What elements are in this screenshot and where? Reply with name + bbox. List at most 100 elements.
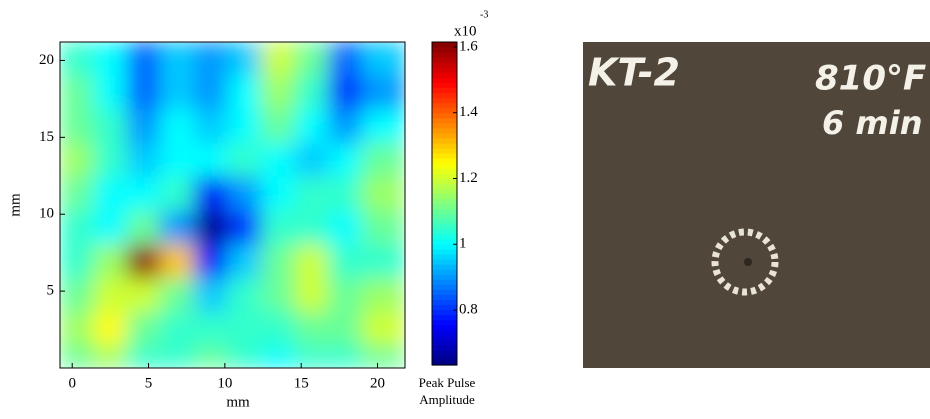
heatmap-cell: [93, 75, 128, 111]
x-tick-label: 5: [145, 375, 153, 391]
colorbar-step: [432, 137, 457, 144]
heatmap-cell: [160, 244, 195, 280]
colorbar-step: [432, 117, 457, 124]
colorbar-step: [432, 87, 457, 94]
heatmap-cell: [227, 312, 263, 347]
heatmap-cell: [60, 210, 95, 246]
colorbar-step: [432, 329, 457, 336]
heatmap-cell: [261, 345, 296, 368]
colorbar-frame: [431, 41, 458, 366]
heatmap-cell: [126, 244, 162, 280]
heatmap-cell: [261, 75, 296, 111]
colorbar-step: [432, 107, 457, 114]
heatmap-cell: [328, 244, 363, 280]
heatmap-cell: [60, 75, 95, 111]
heatmap-cell: [160, 142, 195, 178]
heatmap-cell: [193, 312, 229, 347]
photo: KT-2 810°F 6 min: [583, 42, 930, 368]
heatmap-cell: [328, 278, 363, 314]
colorbar-step: [432, 97, 457, 104]
colorbar-step: [432, 77, 457, 83]
heatmap-cell: [193, 142, 229, 178]
colorbar-step: [432, 304, 457, 311]
colorbar-step: [432, 82, 457, 89]
x-tick-label: 10: [217, 375, 232, 391]
heatmap-cell: [294, 210, 330, 246]
heatmap-cell: [60, 244, 95, 280]
heatmap-cell: [160, 278, 195, 314]
heatmap-cell: [328, 210, 363, 246]
heatmap-cell: [294, 345, 330, 368]
heatmap-cell: [328, 142, 363, 178]
colorbar-step: [432, 42, 457, 48]
colorbar-step: [432, 223, 457, 230]
photo-shade: [583, 42, 930, 368]
axes-frame: [59, 41, 406, 369]
heatmap-cell: [261, 176, 296, 212]
colorbar-step: [432, 158, 457, 164]
y-axis-label: mm: [7, 193, 23, 217]
weld-ring: [711, 228, 779, 296]
heatmap-cell: [93, 42, 128, 77]
colorbar-step: [432, 339, 457, 346]
heatmap-cell: [60, 176, 95, 212]
heatmap-cell: [361, 244, 405, 280]
colorbar-step: [432, 92, 457, 99]
heatmap-cell: [126, 210, 162, 246]
heatmap-cell: [294, 142, 330, 178]
colorbar-step: [432, 147, 457, 154]
x-tick-label: 20: [370, 375, 385, 391]
colorbar-step: [432, 279, 457, 285]
heatmap-cell: [361, 278, 405, 314]
colorbar-exponent: -3: [480, 9, 488, 20]
heatmap-cell: [93, 142, 128, 178]
colorbar-step: [432, 62, 457, 68]
colorbar-step: [432, 188, 457, 195]
colorbar-step: [432, 67, 457, 73]
photo-label: KT-2: [588, 51, 680, 95]
colorbar-step: [432, 183, 457, 189]
colorbar-step: [432, 349, 457, 356]
colorbar-label: Peak Pulse: [419, 375, 476, 390]
colorbar-step: [432, 259, 457, 265]
colorbar-step: [432, 294, 457, 300]
heatmap-cell: [193, 345, 229, 368]
colorbar-step: [432, 163, 457, 169]
heatmap-cell: [294, 75, 330, 111]
heatmap-cell: [60, 109, 95, 144]
colorbar-step: [432, 142, 457, 149]
colorbar-step: [432, 198, 457, 205]
colorbar-step: [432, 253, 457, 260]
heatmap-cell: [126, 345, 162, 368]
colorbar-step: [432, 47, 457, 53]
colorbar-tick-label: 1.6: [459, 38, 478, 54]
heatmap-cell: [193, 109, 229, 144]
heatmap-cell: [126, 278, 162, 314]
heatmap-cell: [328, 176, 363, 212]
heatmap-cell: [160, 75, 195, 111]
heatmap-cell: [227, 176, 263, 212]
heatmap-cell: [227, 142, 263, 178]
heatmap-cell: [294, 244, 330, 280]
heatmap-cell: [160, 312, 195, 347]
photo-background: [583, 42, 930, 368]
heatmap-cell: [193, 176, 229, 212]
colorbar-step: [432, 153, 457, 159]
y-tick-label: 5: [47, 283, 55, 299]
x-tick-label: 15: [294, 375, 309, 391]
heatmap-cell: [160, 109, 195, 144]
photo-label: 810°F: [815, 59, 926, 99]
colorbar-step: [432, 334, 457, 341]
x-tick-label: 0: [68, 375, 76, 391]
colorbar-step: [432, 173, 457, 179]
colorbar-step: [432, 344, 457, 351]
heatmap-cell: [328, 345, 363, 368]
heatmap-cell: [261, 278, 296, 314]
photo-label: 6 min: [822, 104, 923, 142]
colorbar-step: [432, 299, 457, 306]
colorbar-step: [432, 213, 457, 220]
heatmap-cell: [261, 142, 296, 178]
heatmap-cell: [294, 312, 330, 347]
colorbar-step: [432, 243, 457, 250]
heatmap-cell: [93, 210, 128, 246]
